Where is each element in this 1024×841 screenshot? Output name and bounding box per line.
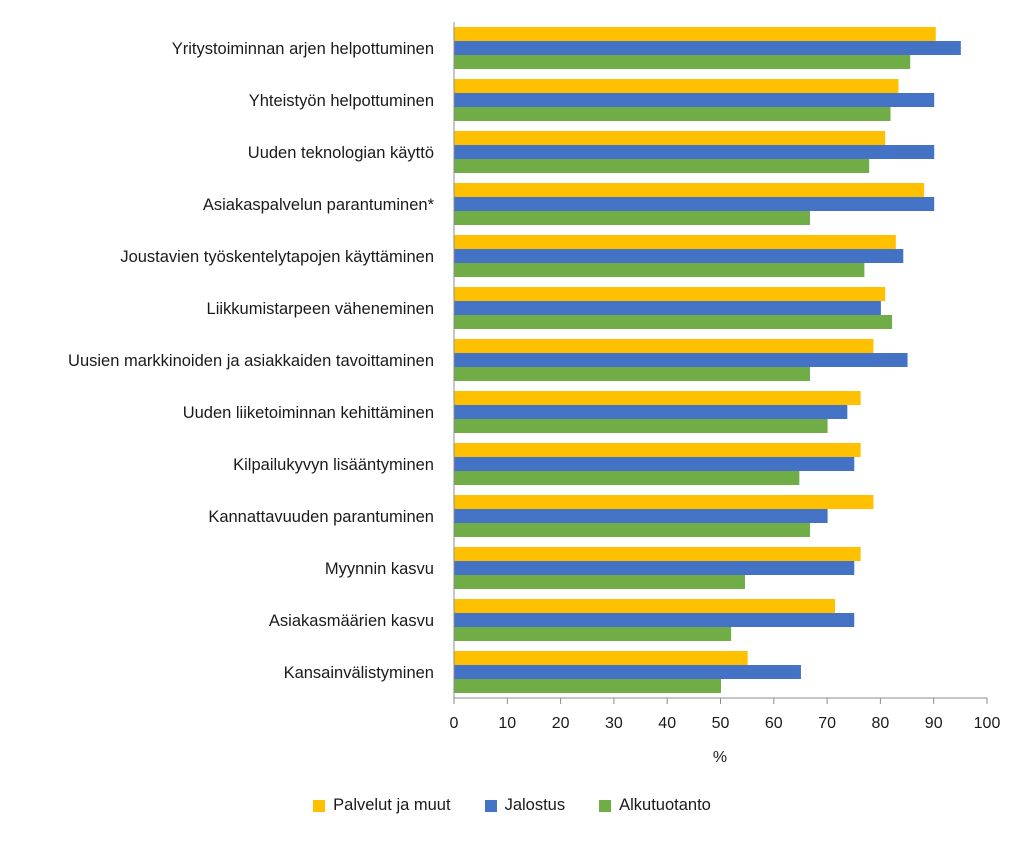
x-tick-label: 30 (605, 715, 623, 732)
legend-label: Alkutuotanto (619, 796, 711, 814)
x-tick-label: 70 (818, 715, 836, 732)
bar (454, 457, 855, 471)
bar (454, 367, 811, 381)
bar (454, 211, 811, 225)
category-label: Joustavien työskentelytapojen käyttämine… (120, 248, 434, 266)
bar (454, 613, 855, 627)
legend-label: Palvelut ja muut (333, 796, 451, 814)
category-label: Yhteistyön helpottuminen (249, 92, 434, 110)
bar (454, 523, 811, 537)
bar (454, 547, 861, 561)
x-tick-label: 100 (974, 715, 1001, 732)
category-label: Asiakaspalvelun parantuminen* (203, 196, 435, 214)
category-label: Yritystoiminnan arjen helpottuminen (172, 40, 434, 58)
x-tick-label: 20 (552, 715, 570, 732)
category-label: Kannattavuuden parantuminen (208, 508, 434, 526)
bars-group (454, 27, 961, 693)
bar (454, 679, 721, 693)
x-tick-label: 40 (658, 715, 676, 732)
bar (454, 353, 908, 367)
category-label: Kansainvälistyminen (284, 664, 434, 682)
bar (454, 159, 870, 173)
bar (454, 27, 936, 41)
x-tick-label: 80 (872, 715, 890, 732)
x-tick-label: 0 (450, 715, 459, 732)
bar (454, 131, 886, 145)
x-tick-label: 90 (925, 715, 943, 732)
category-labels: Yritystoiminnan arjen helpottuminen Yhtei… (68, 40, 435, 682)
bar (454, 419, 828, 433)
bar (454, 627, 732, 641)
category-label: Uusien markkinoiden ja asiakkaiden tavoi… (68, 352, 434, 370)
x-tick-label: 50 (712, 715, 730, 732)
bar (454, 561, 855, 575)
x-axis-title: % (713, 749, 727, 766)
bar (454, 197, 935, 211)
bar (454, 183, 925, 197)
category-label: Asiakasmäärien kasvu (269, 612, 434, 630)
legend-item-alkutuotanto: Alkutuotanto (599, 796, 711, 815)
bar (454, 93, 935, 107)
legend-label: Jalostus (504, 796, 566, 814)
bar (454, 665, 801, 679)
category-label: Kilpailukyvyn lisääntyminen (233, 456, 434, 474)
bar (454, 107, 891, 121)
x-tick-label: 60 (765, 715, 783, 732)
bar (454, 471, 800, 485)
bar (454, 235, 896, 249)
bar (454, 249, 904, 263)
bar (454, 339, 874, 353)
bar (454, 599, 836, 613)
category-label: Myynnin kasvu (325, 560, 434, 578)
bar (454, 55, 911, 69)
category-label: Uuden liiketoiminnan kehittäminen (183, 404, 434, 422)
legend-swatch (313, 799, 326, 812)
bar (454, 575, 745, 589)
bar (454, 315, 893, 329)
bar (454, 509, 828, 523)
legend-item-jalostus: Jalostus (484, 796, 566, 815)
x-tick-label: 10 (498, 715, 516, 732)
bar-chart: Yritystoiminnan arjen helpottuminen Yhtei… (68, 22, 1001, 766)
bar (454, 41, 961, 55)
bar (454, 651, 748, 665)
bar (454, 145, 935, 159)
bar (454, 391, 861, 405)
legend-item-palvelut: Palvelut ja muut (313, 796, 451, 815)
x-ticks: 0 10 20 30 40 50 60 70 80 90 100 (450, 698, 1001, 732)
legend-swatch (484, 799, 497, 812)
bar (454, 443, 861, 457)
legend-swatch (599, 799, 612, 812)
category-label: Liikkumistarpeen väheneminen (207, 300, 434, 318)
bar (454, 287, 886, 301)
bar (454, 79, 899, 93)
legend: Palvelut ja muut Jalostus Alkutuotanto (0, 796, 1024, 815)
bar (454, 301, 881, 315)
bar (454, 263, 865, 277)
bar (454, 495, 874, 509)
category-label: Uuden teknologian käyttö (248, 144, 434, 162)
bar (454, 405, 848, 419)
